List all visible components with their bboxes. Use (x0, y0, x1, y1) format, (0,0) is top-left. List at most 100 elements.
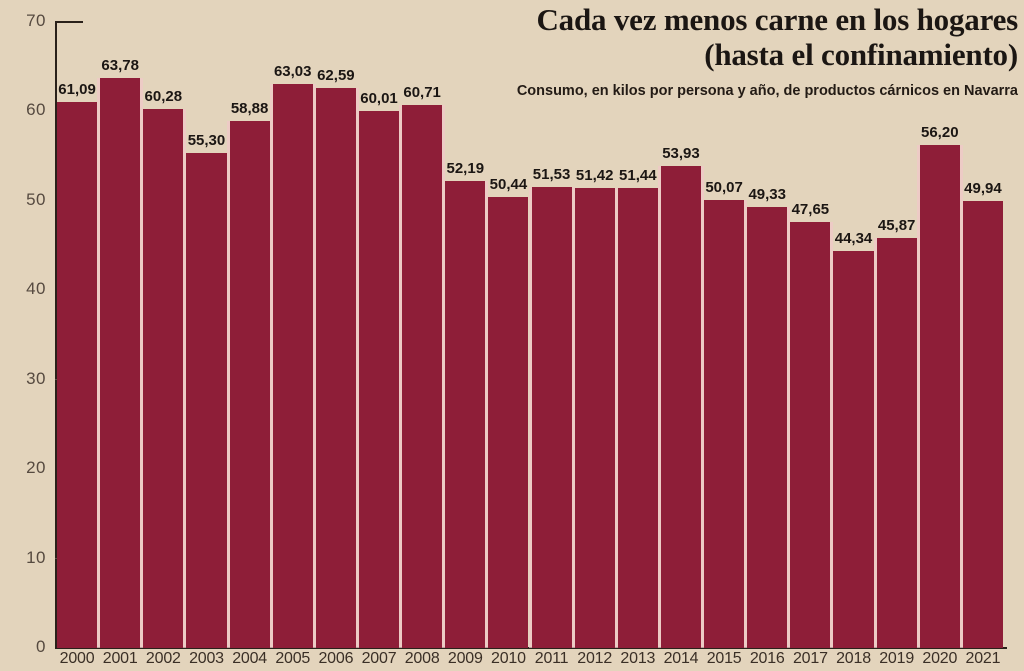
bar-separator (830, 221, 834, 648)
bar-value-label: 51,42 (575, 167, 614, 185)
x-axis-label: 2001 (102, 650, 138, 667)
bar[interactable] (143, 108, 184, 648)
bar[interactable] (876, 237, 917, 648)
y-axis-tick-label: 0 (36, 637, 46, 656)
y-axis-tick-label: 10 (26, 547, 46, 567)
x-axis-label: 2018 (836, 650, 871, 667)
bar-value-label: 60,28 (144, 87, 183, 105)
bar-separator (571, 187, 575, 648)
x-axis-label: 2007 (361, 650, 397, 667)
x-axis-label: 2009 (447, 650, 483, 667)
bar-separator (701, 165, 705, 648)
bar[interactable] (100, 77, 141, 648)
bar-value-label: 53,93 (662, 144, 700, 162)
bar-value-label: 56,20 (921, 124, 959, 142)
bar[interactable] (574, 188, 615, 648)
bar-separator (916, 145, 920, 648)
x-axis-label: 2002 (145, 650, 181, 667)
bar-separator (312, 84, 316, 648)
bar-value-label: 44,34 (834, 230, 873, 248)
bar-separator (614, 187, 618, 648)
bar-separator (959, 145, 963, 648)
bar-separator (269, 84, 273, 648)
chart-title-line-1: Cada vez menos carne en los hogares (536, 2, 1019, 37)
x-axis-label: 2017 (792, 650, 828, 667)
bar-value-label: 49,33 (748, 185, 786, 203)
bar-separator (657, 165, 661, 648)
y-axis-tick-label: 40 (26, 279, 46, 299)
x-axis-label: 2003 (189, 650, 224, 667)
bar-value-label: 45,87 (877, 216, 916, 234)
bar-value-label: 49,94 (964, 180, 1002, 198)
x-axis-label: 2011 (534, 650, 569, 667)
bar-separator (97, 77, 101, 648)
chart-header: Cada vez menos carne en los hogares (has… (418, 2, 1018, 100)
x-axis-label: 2019 (879, 650, 915, 667)
bar-value-label: 52,19 (446, 160, 485, 178)
y-axis-line (55, 22, 57, 649)
bar[interactable] (531, 187, 572, 648)
y-axis-tick-label: 70 (26, 11, 46, 30)
bar-value-label: 50,07 (705, 179, 743, 197)
x-axis-label: 2010 (491, 650, 526, 667)
x-axis-label: 2016 (749, 650, 785, 667)
bar-value-label: 51,53 (532, 166, 571, 184)
bar-value-label: 58,88 (230, 100, 269, 118)
bar-separator (787, 206, 791, 648)
bar[interactable] (229, 121, 270, 648)
bar-value-label: 63,78 (101, 56, 139, 74)
bar[interactable] (704, 200, 745, 648)
x-axis-label: 2012 (577, 650, 613, 667)
bar[interactable] (402, 105, 443, 648)
y-axis-tick (55, 21, 83, 23)
bar-value-label: 60,01 (360, 90, 398, 108)
bar[interactable] (747, 206, 788, 648)
bar-value-label: 47,65 (791, 200, 830, 218)
y-axis-tick-label: 20 (26, 458, 46, 478)
x-axis-line (55, 647, 1007, 649)
bar-value-label: 50,44 (489, 175, 528, 193)
x-axis-label: 2014 (663, 650, 699, 667)
bar[interactable] (358, 111, 400, 648)
x-axis-label: 2020 (922, 650, 958, 667)
bar[interactable] (660, 165, 702, 648)
bar[interactable] (315, 88, 356, 648)
x-axis-label: 2008 (404, 650, 440, 667)
y-axis-tick-label: 60 (26, 100, 46, 120)
x-axis-label: 2000 (59, 650, 95, 667)
x-axis-label: 2006 (318, 650, 354, 667)
bar[interactable] (445, 181, 486, 648)
bar-separator (399, 105, 403, 648)
bar-separator (442, 105, 446, 648)
bar-value-label: 62,59 (317, 67, 355, 85)
bar-value-label: 51,44 (619, 166, 657, 184)
x-axis-label: 2021 (965, 650, 1001, 667)
bar-value-label: 60,71 (403, 84, 441, 102)
bar[interactable] (919, 145, 960, 648)
y-axis-tick-label: 30 (26, 368, 46, 388)
bar-separator (183, 108, 187, 648)
bar[interactable] (833, 251, 874, 648)
bar[interactable] (272, 84, 313, 648)
bar-separator (485, 181, 489, 648)
x-axis-label: 2015 (706, 650, 742, 667)
bar-value-label: 63,03 (273, 63, 312, 81)
bar[interactable] (617, 187, 658, 648)
bar-separator (355, 88, 359, 648)
bar[interactable] (186, 153, 227, 648)
bar[interactable] (790, 221, 831, 648)
bar[interactable] (962, 201, 1003, 648)
bar-value-label: 61,09 (58, 80, 96, 98)
bar[interactable] (488, 196, 529, 648)
bar-separator (140, 77, 144, 648)
chart-subtitle: Consumo, en kilos por persona y año, de … (516, 83, 1018, 99)
bar[interactable] (57, 101, 98, 648)
chart-title-line-2: (hasta el confinamiento) (704, 37, 1018, 72)
bar-value-label: 55,30 (187, 132, 226, 150)
x-axis-label: 2013 (620, 650, 656, 667)
x-axis-label: 2005 (275, 650, 311, 667)
bar-separator (873, 237, 877, 648)
y-axis-tick-label: 50 (26, 189, 46, 209)
